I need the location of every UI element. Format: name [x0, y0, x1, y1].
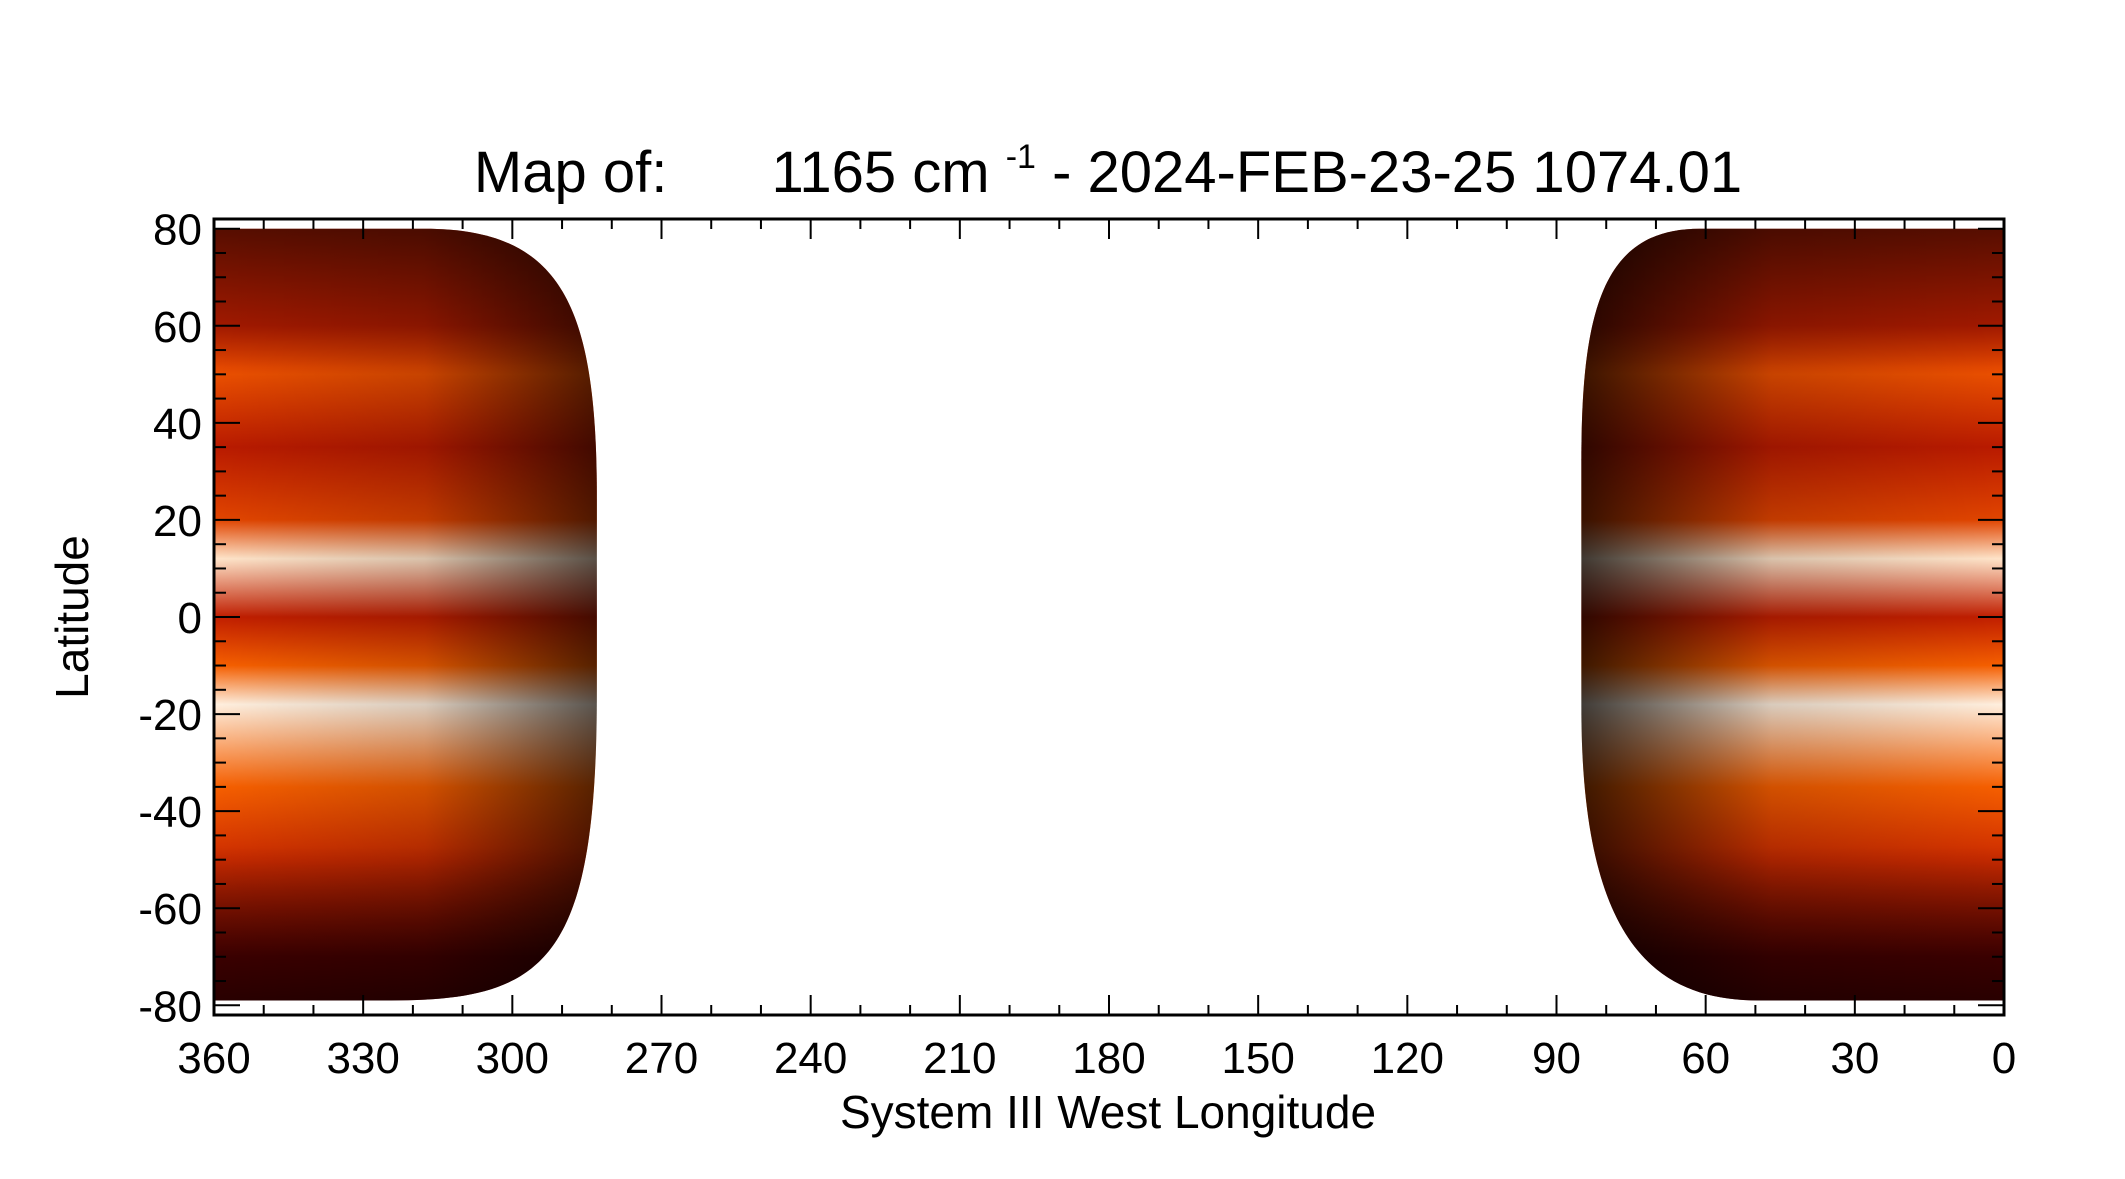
x-ticks: 360 330 300 270 240 210 180 150 120 90 60 30 0	[177, 219, 2016, 1083]
y-tick-label: 0	[178, 594, 202, 643]
y-ticks: -80 -60 -40 -20 0 20 40 60 80	[138, 206, 2004, 1031]
x-tick-label: 0	[1992, 1034, 2016, 1083]
right-region-polar-shade	[1581, 228, 2004, 1001]
x-tick-label: 180	[1072, 1034, 1145, 1083]
left-region-polar-shade	[214, 228, 597, 1001]
y-tick-label: -60	[138, 885, 202, 934]
x-tick-label: 240	[774, 1034, 847, 1083]
x-tick-label: 270	[625, 1034, 698, 1083]
x-tick-label: 330	[326, 1034, 399, 1083]
x-tick-label: 60	[1681, 1034, 1730, 1083]
chart-title: Map of: 1165 cm -1 - 2024-FEB-23-25 1074…	[474, 116, 1742, 205]
x-tick-label: 90	[1532, 1034, 1581, 1083]
y-tick-label: 60	[153, 303, 202, 352]
y-tick-label: -20	[138, 691, 202, 740]
x-tick-label: 210	[923, 1034, 996, 1083]
title-suffix: - 2024-FEB-23-25 1074.01	[1052, 140, 1742, 205]
y-tick-label: -80	[138, 982, 202, 1031]
x-tick-label: 360	[177, 1034, 250, 1083]
x-tick-label: 30	[1830, 1034, 1879, 1083]
y-tick-label: -40	[138, 788, 202, 837]
x-tick-label: 300	[476, 1034, 549, 1083]
y-tick-label: 20	[153, 497, 202, 546]
y-tick-label: 40	[153, 400, 202, 449]
title-exponent: -1	[1006, 138, 1036, 176]
x-tick-label: 150	[1221, 1034, 1294, 1083]
y-axis-label: Latitude	[46, 535, 98, 699]
y-tick-label: 80	[153, 206, 202, 255]
heatmap-layer	[214, 228, 2004, 1001]
title-wavenumber: 1165 cm	[771, 140, 989, 205]
x-axis-label: System III West Longitude	[840, 1086, 1376, 1138]
x-tick-label: 120	[1371, 1034, 1444, 1083]
right-region	[1581, 228, 2004, 1001]
left-region	[214, 228, 597, 1001]
title-prefix: Map of:	[474, 140, 667, 205]
